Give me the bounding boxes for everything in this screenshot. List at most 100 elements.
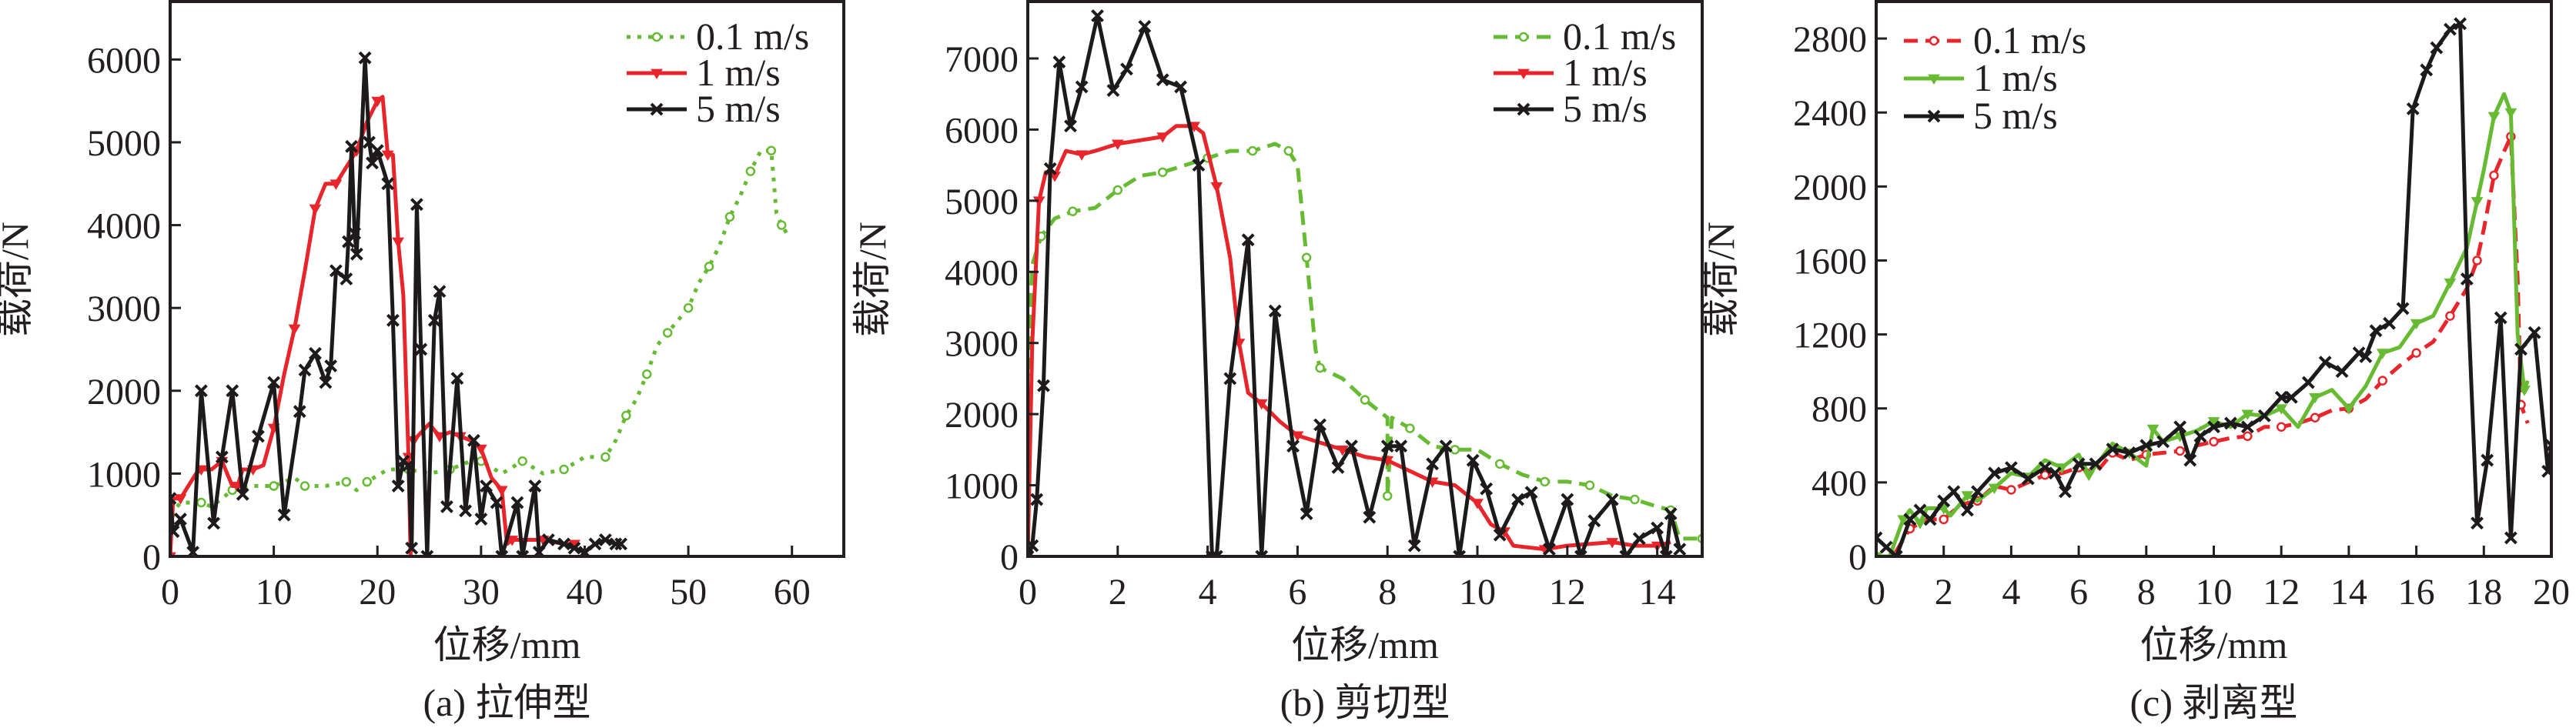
data-point bbox=[2241, 409, 2254, 420]
data-point bbox=[1540, 476, 1550, 487]
data-point bbox=[2359, 350, 2373, 363]
y-tick-label: 1600 bbox=[1793, 241, 1867, 282]
data-point bbox=[2301, 376, 2315, 389]
data-point bbox=[2284, 390, 2298, 404]
data-point bbox=[474, 444, 487, 456]
series-1-m-s bbox=[1876, 92, 2531, 556]
legend-label: 0.1 m/s bbox=[696, 15, 809, 58]
data-point bbox=[2489, 170, 2499, 181]
data-point bbox=[1380, 439, 1394, 453]
data-point bbox=[1157, 167, 1168, 178]
data-point bbox=[2472, 255, 2482, 265]
legend-item: 5 m/s bbox=[1904, 94, 2058, 137]
data-point bbox=[2139, 439, 2153, 452]
x-tick-label: 8 bbox=[1378, 572, 1397, 613]
y-tick-label: 400 bbox=[1812, 463, 1867, 504]
data-point bbox=[567, 541, 581, 555]
legend: 0.1 m/s1 m/s5 m/s bbox=[627, 15, 809, 130]
x-tick-label: 10 bbox=[256, 572, 293, 613]
data-point bbox=[495, 549, 509, 556]
data-point bbox=[2276, 422, 2287, 432]
data-point bbox=[1301, 252, 1312, 263]
data-point bbox=[1300, 507, 1313, 520]
data-point bbox=[267, 376, 281, 389]
data-point bbox=[1659, 549, 1673, 556]
data-point bbox=[614, 537, 627, 551]
panel-caption: (b) 剪切型 bbox=[1280, 681, 1450, 724]
y-tick-label: 4000 bbox=[87, 206, 161, 247]
data-point bbox=[2411, 348, 2421, 358]
data-point bbox=[1192, 159, 1206, 172]
data-point bbox=[1439, 439, 1453, 453]
data-point bbox=[2377, 376, 2387, 386]
data-point bbox=[330, 179, 343, 190]
legend-marker bbox=[1518, 32, 1529, 42]
data-point bbox=[358, 51, 372, 65]
data-point bbox=[381, 177, 395, 191]
data-point bbox=[1241, 233, 1255, 247]
data-point bbox=[350, 247, 363, 261]
data-point bbox=[288, 324, 301, 336]
x-tick-label: 4 bbox=[2002, 572, 2020, 613]
data-point bbox=[2083, 470, 2096, 482]
series-5-m-s bbox=[1028, 9, 1687, 556]
data-point bbox=[1075, 80, 1089, 94]
data-point bbox=[724, 212, 735, 222]
data-point bbox=[745, 166, 756, 176]
x-tick-label: 18 bbox=[2465, 572, 2502, 613]
data-point bbox=[414, 342, 428, 356]
data-point bbox=[1584, 480, 1595, 490]
x-tick-label: 50 bbox=[670, 572, 707, 613]
chart-panel-2: 0 2 4 6 8 10 12 14 16 18 20 0 400 800 1200 1600 2000 2400… bbox=[1699, 0, 2570, 724]
data-point bbox=[299, 481, 310, 491]
data-point bbox=[1313, 418, 1327, 432]
x-tick-label: 2 bbox=[1935, 572, 1953, 613]
data-point bbox=[371, 96, 384, 108]
legend: 0.1 m/s1 m/s5 m/s bbox=[1494, 15, 1676, 130]
y-tick-label: 1000 bbox=[87, 454, 161, 495]
data-point bbox=[2089, 457, 2103, 471]
data-point bbox=[1937, 494, 1951, 508]
y-tick-label: 3000 bbox=[945, 324, 1019, 365]
x-axis-label: 位移/mm bbox=[433, 623, 581, 666]
data-point bbox=[329, 264, 343, 278]
data-point bbox=[1091, 9, 1104, 22]
series-line bbox=[170, 55, 621, 556]
x-axis-label: 位移/mm bbox=[2140, 623, 2288, 666]
series-line bbox=[1028, 124, 1671, 556]
data-point bbox=[1360, 395, 1370, 405]
data-point bbox=[1524, 486, 1538, 499]
x-tick-label: 0 bbox=[161, 572, 179, 613]
data-point bbox=[293, 405, 306, 419]
legend-item: 1 m/s bbox=[627, 51, 781, 94]
legend-item: 0.1 m/s bbox=[627, 15, 809, 58]
data-point bbox=[215, 450, 229, 464]
panel-caption: (a) 拉伸型 bbox=[423, 681, 591, 724]
data-point bbox=[324, 359, 338, 372]
y-tick-label: 2000 bbox=[87, 372, 161, 412]
data-point bbox=[1587, 514, 1601, 528]
legend-item: 5 m/s bbox=[1494, 87, 1648, 130]
y-tick-label: 1000 bbox=[945, 466, 1019, 507]
y-tick-label: 0 bbox=[142, 537, 161, 578]
data-point bbox=[2183, 453, 2197, 467]
data-point bbox=[704, 262, 714, 272]
data-point bbox=[381, 150, 394, 162]
legend-item: 0.1 m/s bbox=[1904, 18, 2086, 62]
data-point bbox=[309, 204, 322, 215]
x-tick-label: 10 bbox=[2196, 572, 2233, 613]
data-point bbox=[2274, 390, 2288, 404]
data-point bbox=[2309, 392, 2321, 404]
legend-item: 5 m/s bbox=[627, 87, 781, 130]
x-tick-label: 2 bbox=[1109, 572, 1127, 613]
x-tick-label: 40 bbox=[566, 572, 603, 613]
data-point bbox=[2040, 470, 2050, 480]
legend-marker bbox=[1517, 68, 1530, 79]
data-point bbox=[2369, 324, 2383, 338]
data-point bbox=[1106, 84, 1120, 97]
y-tick-label: 2800 bbox=[1793, 19, 1867, 60]
data-point bbox=[277, 508, 291, 522]
series-line bbox=[1028, 142, 1702, 541]
legend-item: 0.1 m/s bbox=[1494, 15, 1676, 58]
data-point bbox=[2504, 108, 2517, 119]
